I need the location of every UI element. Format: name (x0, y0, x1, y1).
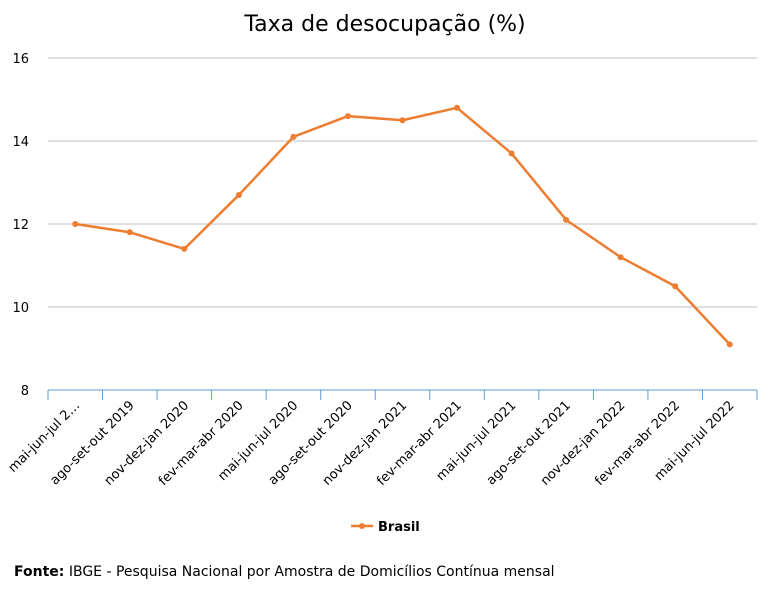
y-tick-label: 14 (12, 135, 29, 150)
data-point (181, 245, 188, 252)
data-point (563, 216, 570, 223)
source-text: IBGE - Pesquisa Nacional por Amostra de … (64, 564, 555, 580)
data-point (290, 133, 297, 140)
legend: Brasil (351, 520, 420, 535)
data-point (126, 229, 133, 236)
data-point (399, 117, 406, 124)
data-point (235, 191, 242, 198)
y-tick-label: 8 (21, 384, 29, 399)
data-point (72, 221, 79, 227)
data-point (508, 150, 515, 157)
y-tick-label: 16 (12, 52, 29, 67)
grid-layer (48, 57, 757, 308)
series-layer (72, 104, 733, 348)
data-point (454, 104, 461, 111)
source-note: Fonte: IBGE - Pesquisa Nacional por Amos… (14, 564, 555, 580)
series-line-brasil (74, 106, 731, 346)
legend-label: Brasil (378, 520, 420, 535)
data-point (344, 113, 351, 120)
legend-marker (359, 523, 365, 529)
data-point (672, 283, 679, 290)
chart-title: Taxa de desocupação (%) (243, 12, 525, 37)
source-label: Fonte: (14, 564, 65, 580)
data-point (726, 341, 733, 348)
y-axis-ticks: 8 10 12 14 16 (12, 52, 29, 399)
y-tick-label: 10 (12, 301, 29, 316)
y-tick-label: 12 (12, 218, 29, 233)
x-axis-ticks: mai-jun-jul 2…ago-set-out 2019nov-dez-ja… (6, 398, 738, 489)
x-axis (47, 389, 758, 400)
data-point (617, 254, 624, 261)
